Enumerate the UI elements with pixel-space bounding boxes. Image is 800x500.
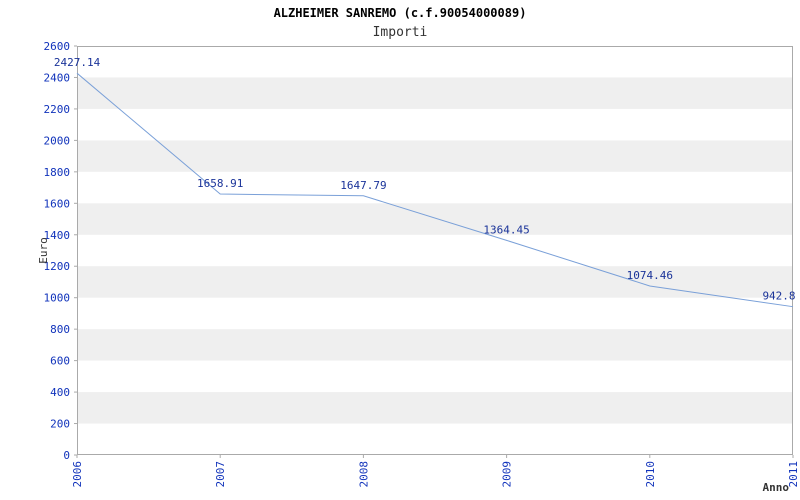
y-tick-label: 1600 <box>44 197 71 210</box>
point-label: 1658.91 <box>197 177 243 190</box>
x-tick-label: 2007 <box>214 461 227 488</box>
y-tick-label: 2600 <box>44 40 71 53</box>
plot-area: 0 200 400 600 800 1000 1200 1400 1600 1800 2000 220… <box>37 40 800 494</box>
y-tick-label: 0 <box>63 449 70 462</box>
chart-subtitle: Importi <box>372 25 428 40</box>
y-tick-label: 1800 <box>44 166 71 179</box>
y-tick-label: 2400 <box>44 71 71 84</box>
x-tick-label: 2008 <box>357 461 370 488</box>
y-axis-label: Euro <box>37 237 50 264</box>
plot-border <box>77 46 793 455</box>
y-tick-label: 800 <box>50 323 70 336</box>
x-tick-label: 2011 <box>787 461 800 488</box>
point-label: 1074.46 <box>627 269 673 282</box>
grid-band <box>77 77 793 109</box>
point-label: 1647.79 <box>340 179 386 192</box>
y-tick-label: 2200 <box>44 103 71 116</box>
point-label: 942.8 <box>762 290 795 303</box>
y-tick-label: 600 <box>50 355 70 368</box>
y-tick-label: 200 <box>50 418 70 431</box>
grid-band <box>77 392 793 424</box>
y-tick-label: 2000 <box>44 134 71 147</box>
grid-band <box>77 329 793 361</box>
page-title: ALZHEIMER SANREMO (c.f.90054000089) <box>273 6 527 20</box>
y-tick-label: 1000 <box>44 292 71 305</box>
data-line <box>76 72 794 308</box>
x-tick-label: 2006 <box>71 461 84 488</box>
grid-band <box>77 266 793 298</box>
point-label: 1364.45 <box>483 223 529 236</box>
grid-band <box>77 203 793 235</box>
y-tick-label: 1400 <box>44 229 71 242</box>
y-tick-label: 1200 <box>44 260 71 273</box>
y-tick-label: 400 <box>50 386 70 399</box>
x-tick-label: 2010 <box>644 461 657 488</box>
line-chart-svg: 0 200 400 600 800 1000 1200 1400 1600 1800 2000 220… <box>37 40 800 494</box>
x-tick-label: 2009 <box>501 461 514 488</box>
point-label: 2427.14 <box>54 56 101 69</box>
grid-band <box>77 140 793 172</box>
x-axis-label: Anno <box>763 481 790 494</box>
